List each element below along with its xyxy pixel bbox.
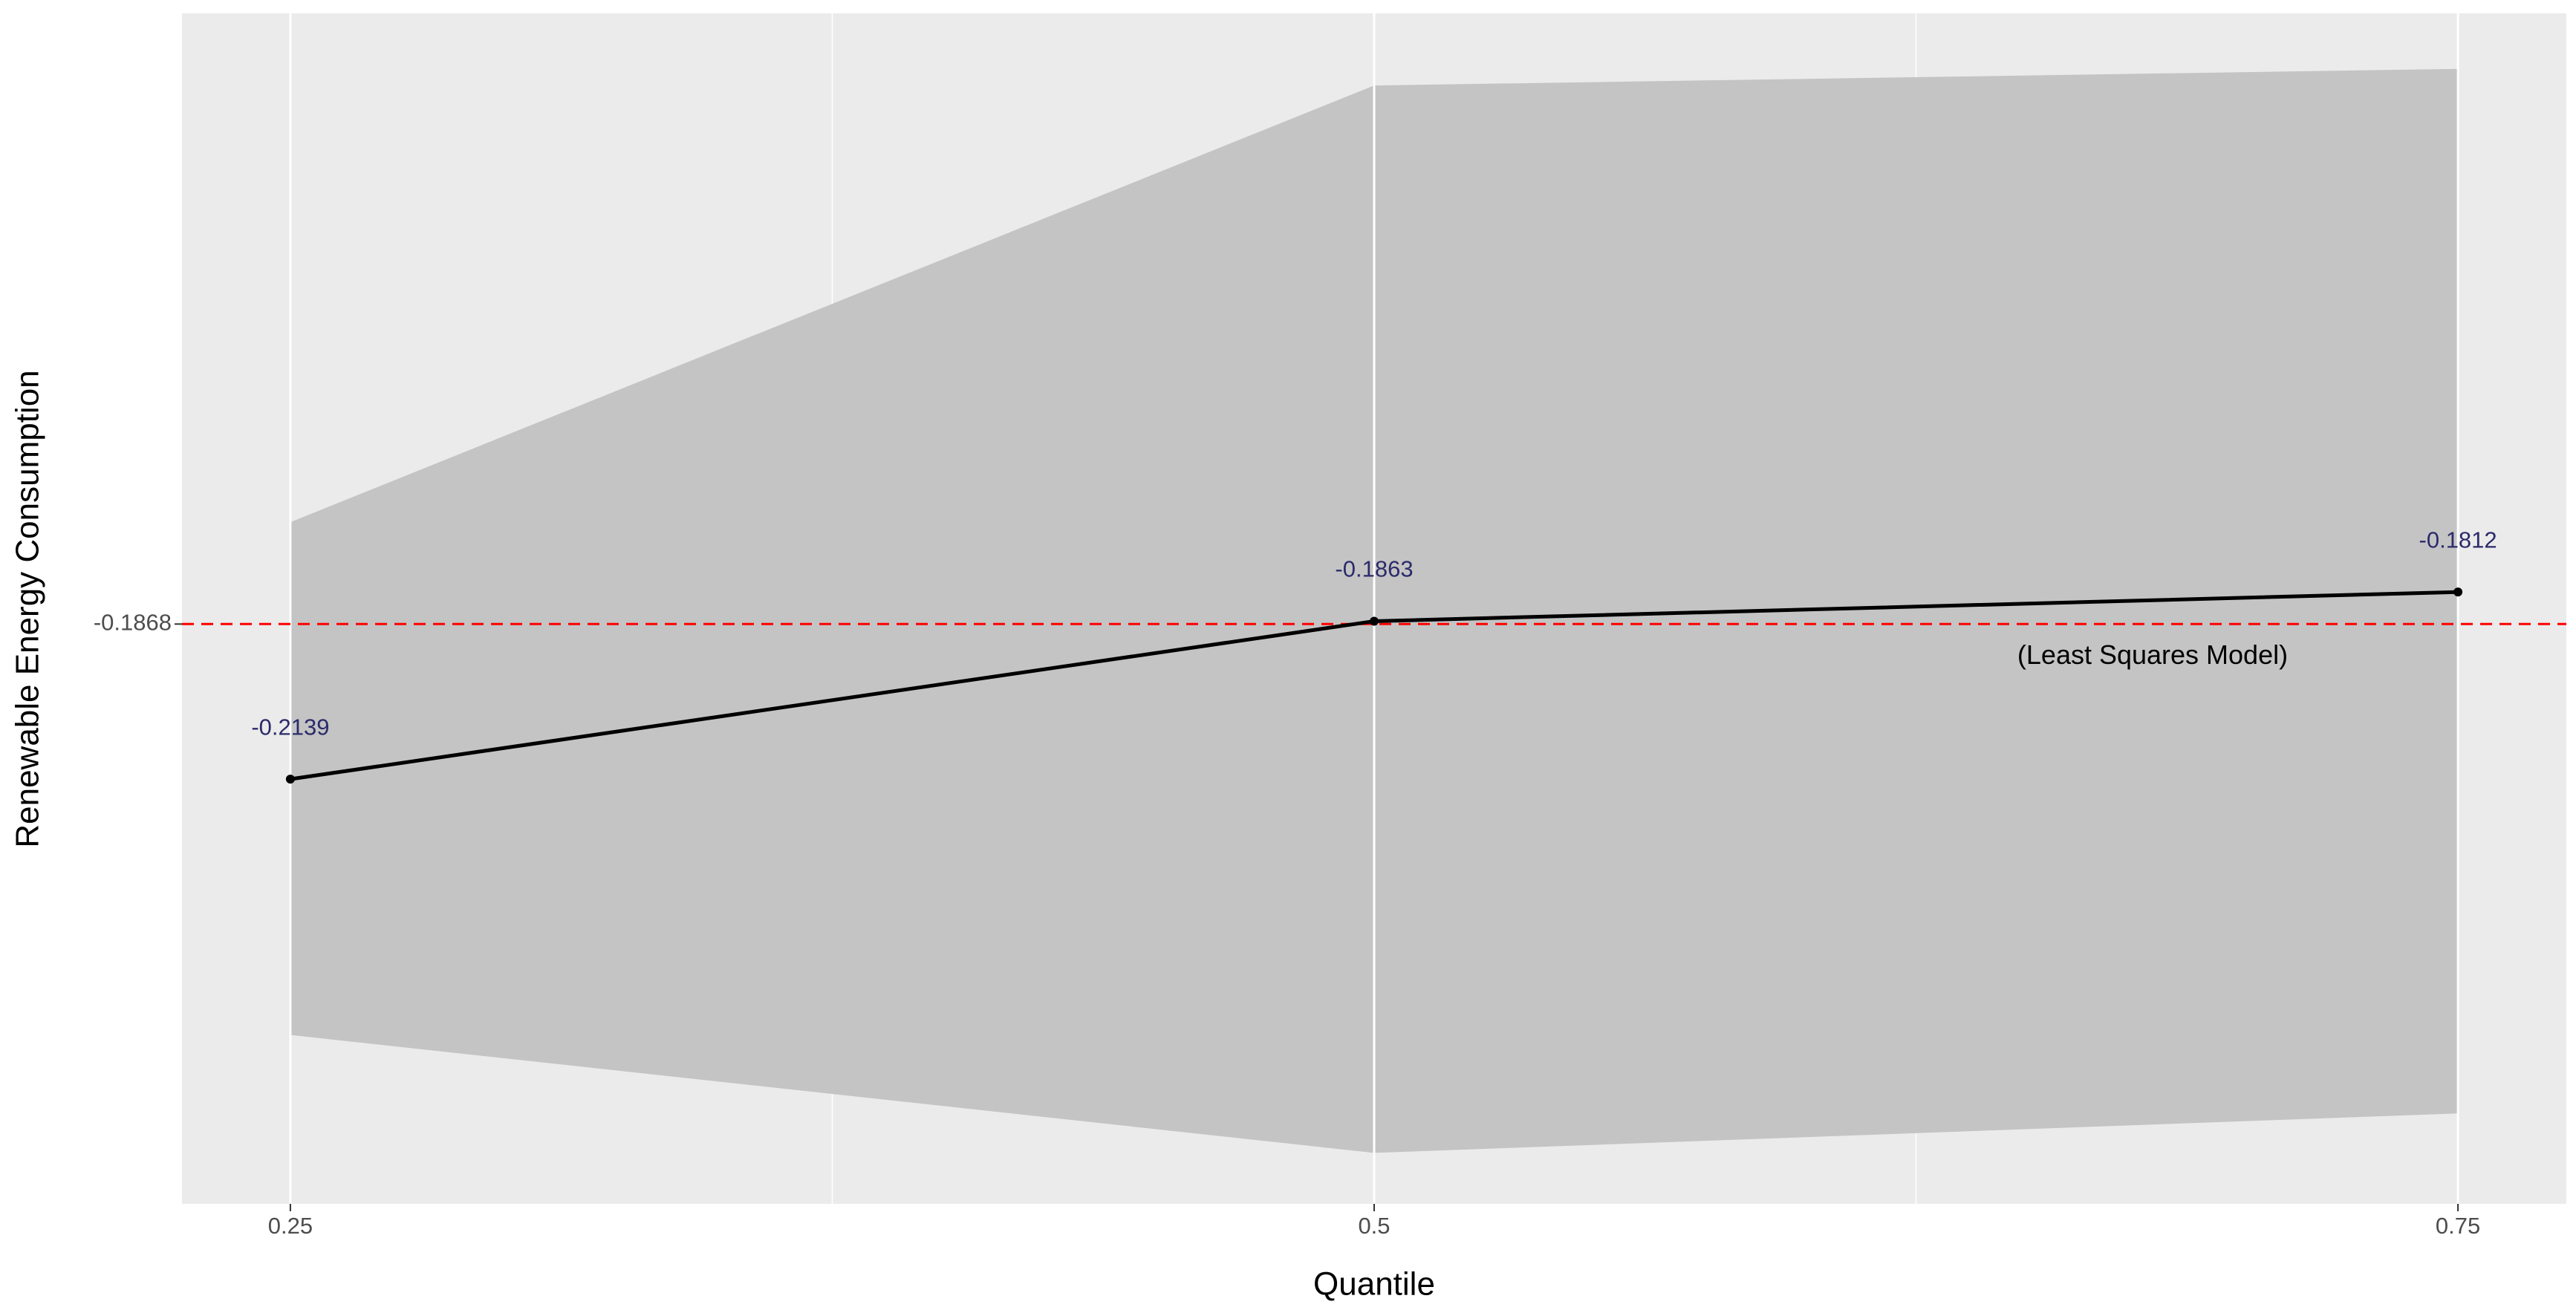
reference-label: (Least Squares Model) <box>2017 639 2288 670</box>
value-label: -0.1812 <box>2419 527 2497 553</box>
point <box>2453 587 2463 597</box>
value-label: -0.1863 <box>1335 556 1413 582</box>
value-label: -0.2139 <box>251 714 329 740</box>
point <box>1370 616 1379 626</box>
x-tick-label: 0.5 <box>1358 1213 1390 1239</box>
y-tick-label: -0.1868 <box>94 609 172 635</box>
x-axis-title: Quantile <box>1313 1266 1435 1303</box>
x-tick-label: 0.25 <box>268 1213 313 1239</box>
x-tick-label: 0.75 <box>2436 1213 2480 1239</box>
point <box>285 775 295 784</box>
y-axis-title: Renewable Energy Consumption <box>10 370 46 847</box>
